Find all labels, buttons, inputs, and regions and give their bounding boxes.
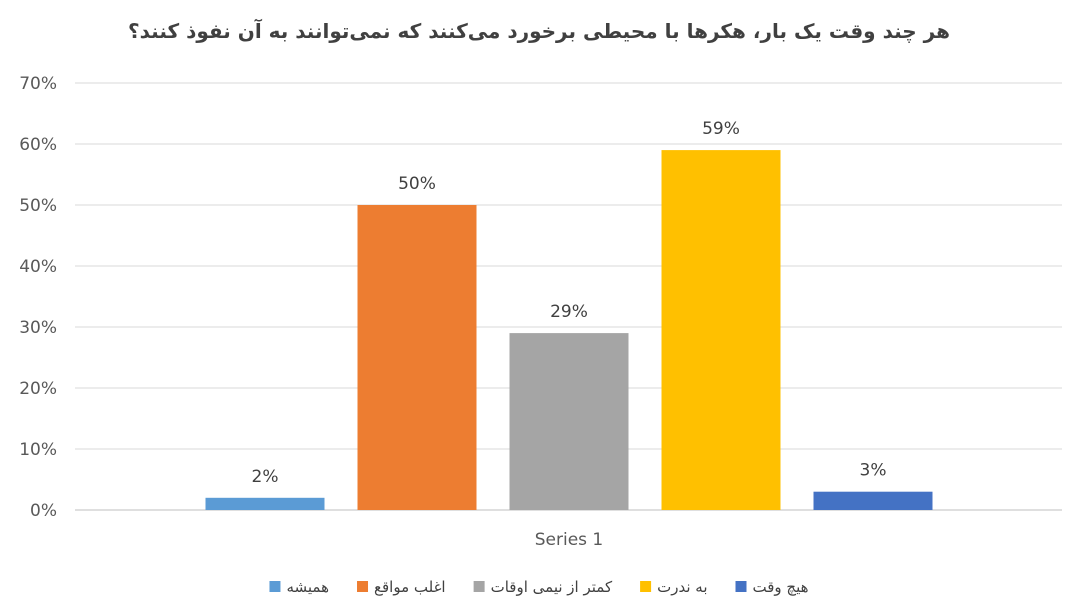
legend-swatch: [269, 581, 281, 592]
data-label: 3%: [860, 461, 887, 481]
y-tick-label: 20%: [19, 379, 57, 399]
legend-swatch: [473, 581, 485, 592]
legend: همیشه اغلب مواقع کمتر از نیمی اوقات به ندرت…: [269, 578, 809, 596]
data-label: 2%: [252, 467, 279, 487]
x-axis-category-labels: Series 1: [535, 530, 604, 550]
y-axis-tick-labels: 0% 10% 20% 30% 40% 50% 60% 70%: [19, 74, 57, 521]
x-category-label: Series 1: [535, 530, 604, 550]
bar-5: [813, 491, 933, 510]
bar-1: [205, 497, 325, 510]
legend-label: همیشه: [286, 578, 329, 596]
legend-swatch: [735, 581, 747, 592]
data-label: 29%: [550, 302, 588, 322]
y-tick-label: 50%: [19, 196, 57, 216]
bars: [205, 150, 933, 510]
chart-title: هر چند وقت یک بار، هکرها با محیطی برخورد…: [128, 18, 950, 44]
legend-item: به ندرت: [640, 578, 708, 596]
legend-item: کمتر از نیمی اوقات: [473, 578, 613, 596]
y-tick-label: 10%: [19, 440, 57, 460]
legend-item: اغلب مواقع: [357, 578, 446, 596]
y-tick-label: 30%: [19, 318, 57, 338]
legend-swatch: [640, 581, 652, 592]
legend-label: اغلب مواقع: [374, 578, 446, 596]
data-labels: 2% 50% 29% 59% 3%: [252, 119, 887, 487]
y-tick-label: 0%: [30, 501, 57, 521]
data-label: 50%: [398, 174, 436, 194]
legend-item: همیشه: [269, 578, 329, 596]
data-label: 59%: [702, 119, 740, 139]
y-tick-label: 70%: [19, 74, 57, 94]
legend-label: هیچ وقت: [753, 578, 809, 596]
legend-label: به ندرت: [657, 578, 707, 596]
y-tick-label: 60%: [19, 135, 57, 155]
y-tick-label: 40%: [19, 257, 57, 277]
bar-3: [509, 333, 629, 510]
legend-swatch: [357, 581, 369, 592]
legend-item: هیچ وقت: [735, 578, 809, 596]
bar-2: [357, 205, 477, 510]
bar-4: [661, 150, 781, 510]
legend-label: کمتر از نیمی اوقات: [491, 578, 613, 596]
